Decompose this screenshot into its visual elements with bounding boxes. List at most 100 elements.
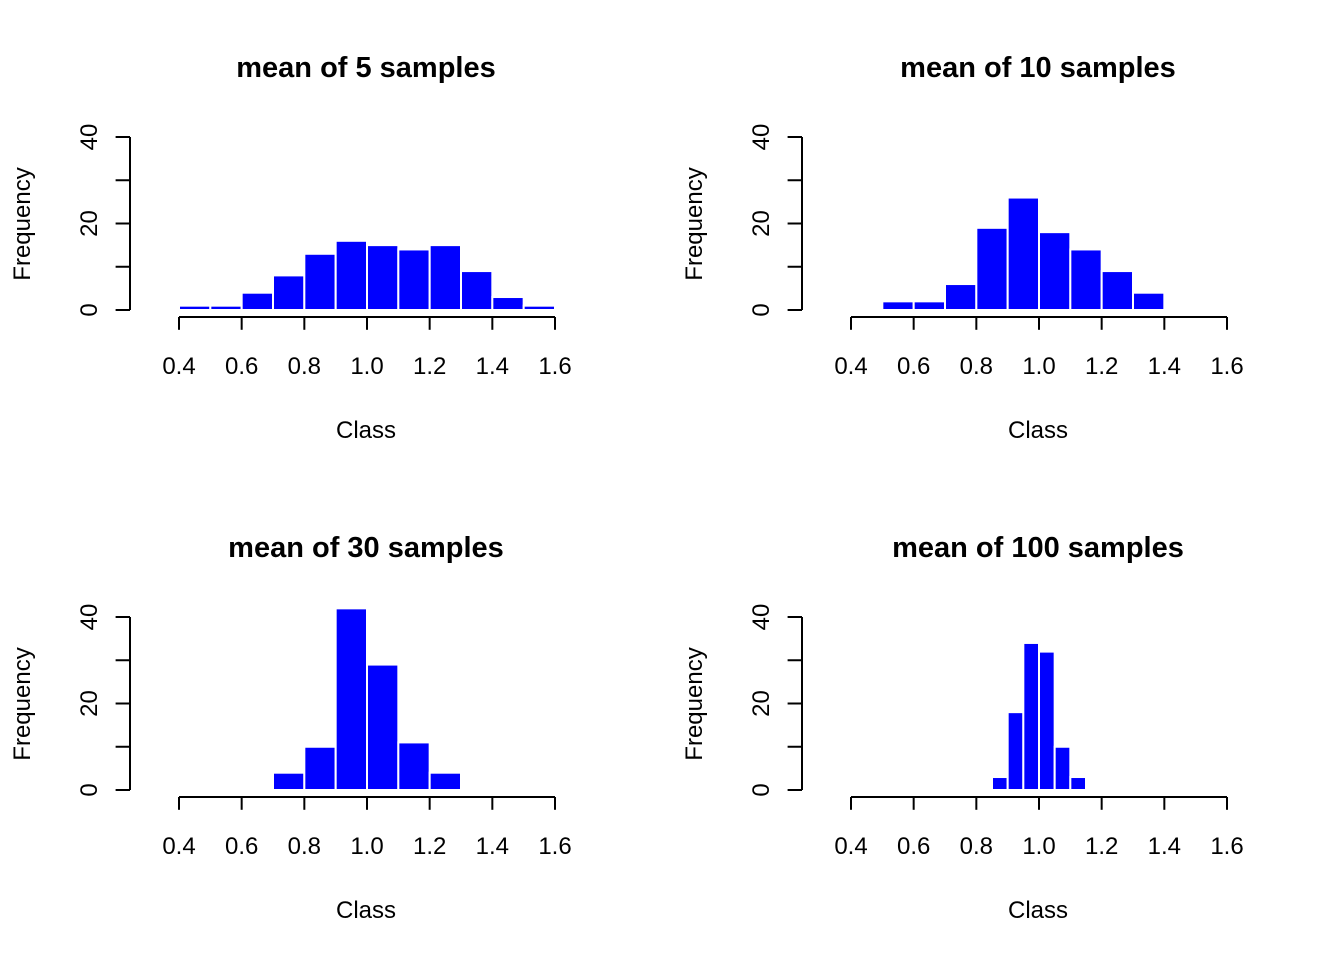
y-tick-label: 0	[76, 783, 103, 796]
x-tick-label: 0.4	[162, 353, 195, 380]
x-tick-label: 1.6	[1210, 353, 1243, 380]
histogram-bar	[178, 304, 212, 311]
y-tick-label: 0	[748, 303, 775, 316]
x-tick-label: 1.6	[1210, 833, 1243, 860]
histogram-bar	[1069, 248, 1103, 311]
y-axis-label: Frequency	[681, 647, 708, 760]
x-tick-label: 1.4	[1148, 353, 1181, 380]
histogram-bar	[1038, 650, 1056, 791]
histogram-bar	[912, 300, 947, 312]
x-tick-label: 1.2	[413, 353, 446, 380]
histogram-bar	[1022, 641, 1041, 791]
histogram-bar	[460, 270, 494, 312]
histogram-bar	[366, 663, 400, 791]
histogram-bar	[522, 304, 557, 311]
x-tick-label: 1.0	[1022, 353, 1055, 380]
panel-mean-10: mean of 10 samples 0 20 40 0.4 0.6 0.8 1.0 1.2…	[681, 52, 1244, 444]
histogram-bar	[428, 244, 462, 311]
histogram-bar	[303, 252, 337, 311]
bars	[178, 239, 557, 312]
y-tick-label: 20	[748, 210, 775, 237]
chart-title: mean of 100 samples	[892, 532, 1184, 564]
histogram-bar	[1132, 291, 1166, 312]
x-tick-label: 0.4	[162, 833, 195, 860]
histogram-bar	[334, 239, 368, 311]
panel-mean-5: mean of 5 samples 0 20 40 0.4 0.6 0.8 1.0 1.2 1…	[9, 52, 572, 444]
histogram-bar	[240, 291, 275, 312]
y-tick-label: 40	[76, 124, 103, 151]
chart-title: mean of 10 samples	[900, 52, 1176, 84]
panel-mean-100: mean of 100 samples 0 20 40 0.4 0.6 0.8 1.0 1.…	[681, 532, 1244, 924]
y-tick-label: 40	[76, 604, 103, 631]
x-tick-label: 1.4	[1148, 833, 1181, 860]
bars	[881, 196, 1166, 312]
histogram-bar	[397, 248, 431, 311]
y-tick-label: 20	[76, 690, 103, 717]
x-axis: 0.4 0.6 0.8 1.0 1.2 1.4 1.6	[162, 316, 572, 380]
histogram-bar	[366, 244, 400, 311]
y-tick-label: 20	[748, 690, 775, 717]
x-tick-label: 1.0	[350, 833, 383, 860]
histogram-bar	[272, 771, 306, 792]
x-tick-label: 1.4	[476, 833, 509, 860]
x-tick-label: 0.6	[897, 353, 930, 380]
histogram-bar	[209, 304, 243, 311]
y-axis-label: Frequency	[9, 647, 36, 760]
bars	[991, 641, 1088, 791]
x-tick-label: 1.4	[476, 353, 509, 380]
x-tick-label: 1.2	[1085, 353, 1118, 380]
histogram-bar	[1006, 711, 1025, 791]
x-axis-label: Class	[1008, 417, 1068, 444]
y-tick-label: 40	[748, 124, 775, 151]
x-tick-label: 1.2	[1085, 833, 1118, 860]
x-tick-label: 0.6	[225, 353, 258, 380]
histogram-bar	[1053, 745, 1072, 791]
x-tick-label: 1.0	[1022, 833, 1055, 860]
histogram-bar	[1006, 196, 1040, 311]
histogram-bar	[428, 771, 462, 792]
x-tick-label: 0.8	[288, 353, 321, 380]
histogram-bar	[334, 607, 368, 791]
y-tick-label: 0	[748, 783, 775, 796]
histogram-bar	[1100, 270, 1134, 312]
histogram-bar	[272, 274, 306, 311]
x-axis: 0.4 0.6 0.8 1.0 1.2 1.4 1.6	[834, 796, 1244, 860]
histogram-bar	[491, 296, 525, 311]
x-tick-label: 1.2	[413, 833, 446, 860]
x-tick-label: 0.4	[834, 353, 867, 380]
x-tick-label: 0.6	[225, 833, 258, 860]
x-axis: 0.4 0.6 0.8 1.0 1.2 1.4 1.6	[162, 796, 572, 860]
x-axis-label: Class	[1008, 897, 1068, 924]
x-tick-label: 1.0	[350, 353, 383, 380]
panel-mean-30: mean of 30 samples 0 20 40 0.4 0.6 0.8 1.0 1.2…	[9, 532, 572, 924]
histogram-bar	[1069, 776, 1088, 791]
x-tick-label: 0.4	[834, 833, 867, 860]
chart-title: mean of 30 samples	[228, 532, 504, 564]
histogram-bar	[881, 300, 915, 312]
y-axis: 0 20 40	[76, 604, 131, 797]
x-axis-label: Class	[336, 897, 396, 924]
y-axis: 0 20 40	[748, 604, 803, 797]
x-tick-label: 1.6	[538, 833, 571, 860]
y-axis-label: Frequency	[681, 167, 708, 280]
x-tick-label: 0.8	[960, 353, 993, 380]
y-tick-label: 40	[748, 604, 775, 631]
y-axis: 0 20 40	[76, 124, 131, 317]
bars	[272, 607, 462, 792]
x-tick-label: 0.8	[288, 833, 321, 860]
histogram-bar	[944, 283, 978, 311]
x-tick-label: 1.6	[538, 353, 571, 380]
y-axis: 0 20 40	[748, 124, 803, 317]
x-tick-label: 0.8	[960, 833, 993, 860]
histogram-bar	[1038, 231, 1072, 311]
chart-title: mean of 5 samples	[236, 52, 496, 84]
y-axis-label: Frequency	[9, 167, 36, 280]
y-tick-label: 0	[76, 303, 103, 316]
histogram-bar	[991, 776, 1009, 791]
histogram-bar	[303, 745, 337, 791]
x-tick-label: 0.6	[897, 833, 930, 860]
y-tick-label: 20	[76, 210, 103, 237]
histogram-bar	[397, 741, 431, 791]
histogram-bar	[975, 226, 1009, 311]
